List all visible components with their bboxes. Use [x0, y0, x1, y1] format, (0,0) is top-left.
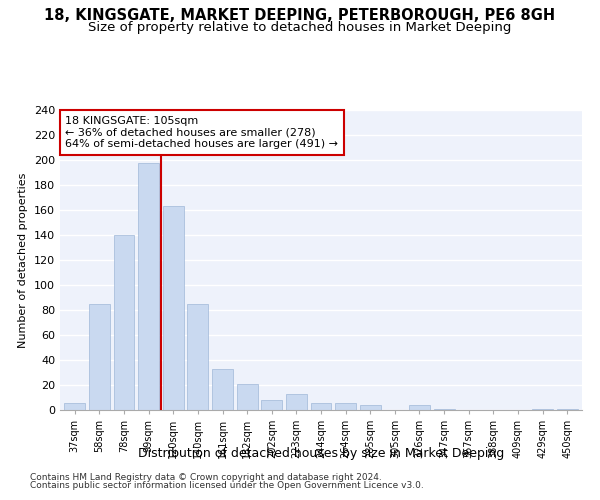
Bar — [557, 409, 578, 410]
Text: Size of property relative to detached houses in Market Deeping: Size of property relative to detached ho… — [88, 21, 512, 34]
Text: Contains public sector information licensed under the Open Government Licence v3: Contains public sector information licen… — [30, 481, 424, 490]
Text: 18, KINGSGATE, MARKET DEEPING, PETERBOROUGH, PE6 8GH: 18, KINGSGATE, MARKET DEEPING, PETERBORO… — [44, 8, 556, 22]
Bar — [360, 405, 381, 410]
Bar — [187, 304, 208, 410]
Text: Distribution of detached houses by size in Market Deeping: Distribution of detached houses by size … — [138, 448, 504, 460]
Bar — [113, 235, 134, 410]
Bar — [89, 304, 110, 410]
Bar — [409, 405, 430, 410]
Bar — [138, 162, 159, 410]
Bar — [434, 409, 455, 410]
Bar — [532, 409, 553, 410]
Bar — [64, 402, 85, 410]
Text: 18 KINGSGATE: 105sqm
← 36% of detached houses are smaller (278)
64% of semi-deta: 18 KINGSGATE: 105sqm ← 36% of detached h… — [65, 116, 338, 149]
Bar — [335, 402, 356, 410]
Bar — [236, 384, 257, 410]
Text: Contains HM Land Registry data © Crown copyright and database right 2024.: Contains HM Land Registry data © Crown c… — [30, 472, 382, 482]
Y-axis label: Number of detached properties: Number of detached properties — [19, 172, 28, 348]
Bar — [286, 394, 307, 410]
Bar — [163, 206, 184, 410]
Bar — [212, 369, 233, 410]
Bar — [311, 402, 331, 410]
Bar — [261, 400, 282, 410]
